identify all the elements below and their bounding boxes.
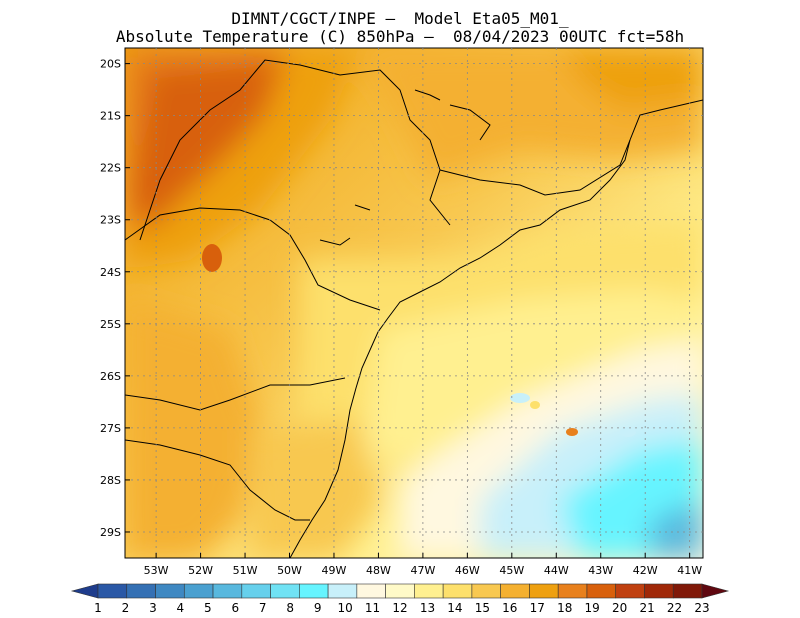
colorbar-label: 18 xyxy=(557,601,572,615)
colorbar-label: 1 xyxy=(94,601,102,615)
colorbar-swatch xyxy=(672,583,703,599)
lat-label: 28S xyxy=(100,474,121,487)
colorbar-label: 20 xyxy=(612,601,627,615)
colorbar-label: 16 xyxy=(502,601,517,615)
lon-label: 44W xyxy=(544,564,569,577)
lat-label: 22S xyxy=(100,162,121,175)
chart-title-line-2: Absolute Temperature (C) 850hPa – 08/04/… xyxy=(115,27,685,46)
latitude-labels: 20S 21S 22S 23S 24S 25S 26S 27S 28S 29S xyxy=(100,58,130,539)
colorbar-swatch xyxy=(442,583,473,599)
lon-label: 47W xyxy=(410,564,435,577)
colorbar-label: 19 xyxy=(585,601,600,615)
rivers-lakes xyxy=(319,89,491,246)
colorbar-arrow-high xyxy=(701,583,730,599)
colorbar-label: 12 xyxy=(392,601,407,615)
state-border-sp-pr xyxy=(125,207,381,311)
colorbar-swatch xyxy=(183,583,214,599)
colorbar-swatch xyxy=(241,583,271,599)
colorbar-swatch xyxy=(471,583,501,599)
colorbar-label: 3 xyxy=(149,601,157,615)
lon-label: 53W xyxy=(144,564,169,577)
colorbar-swatch xyxy=(586,583,617,599)
state-border-ms-sp xyxy=(139,179,161,241)
colorbar-arrow-low xyxy=(70,583,99,599)
lon-label: 42W xyxy=(633,564,658,577)
state-border-sc-rs xyxy=(125,439,310,521)
colorbar-swatch xyxy=(270,583,300,599)
colorbar-swatch xyxy=(327,583,358,599)
colorbar-label: 13 xyxy=(420,601,435,615)
lon-label: 51W xyxy=(233,564,258,577)
chart-title-line-1: DIMNT/CGCT/INPE – Model Eta05_M01_ xyxy=(231,9,569,28)
state-border-mg-rj-es xyxy=(439,139,631,196)
lon-label: 50W xyxy=(277,564,302,577)
colorbar-label: 10 xyxy=(337,601,352,615)
grid-lines xyxy=(125,48,703,558)
colorbar-swatch xyxy=(155,583,185,599)
colorbar-label: 22 xyxy=(667,601,682,615)
map-frame xyxy=(124,47,704,559)
colorbar-swatch xyxy=(299,583,329,599)
coastline xyxy=(289,99,703,558)
colorbar-label: 14 xyxy=(447,601,462,615)
lon-label: 45W xyxy=(499,564,524,577)
lat-label: 25S xyxy=(100,318,121,331)
longitude-labels: 53W 52W 51W 50W 49W 48W 47W 46W 45W 44W 43W 42W 41W xyxy=(144,553,702,577)
colorbar-swatch xyxy=(212,583,243,599)
lon-label: 49W xyxy=(322,564,347,577)
colorbar: 1 2 3 4 5 6 7 8 9 10 11 12 13 14 15 16 17 18 19 20 21 22 23 xyxy=(70,583,730,615)
colorbar-swatch xyxy=(644,583,674,599)
colorbar-swatch xyxy=(557,583,588,599)
colorbar-label: 7 xyxy=(259,601,267,615)
state-border-mg-sp xyxy=(159,59,451,226)
lat-label: 27S xyxy=(100,422,121,435)
lat-label: 23S xyxy=(100,214,121,227)
colorbar-label: 5 xyxy=(204,601,212,615)
colorbar-label: 23 xyxy=(694,601,709,615)
lon-label: 46W xyxy=(455,564,480,577)
colorbar-swatch xyxy=(126,583,156,599)
lon-label: 48W xyxy=(366,564,391,577)
lon-label: 41W xyxy=(677,564,702,577)
lat-label: 26S xyxy=(100,370,121,383)
colorbar-label: 17 xyxy=(530,601,545,615)
colorbar-label: 21 xyxy=(639,601,654,615)
colorbar-label: 4 xyxy=(177,601,185,615)
colorbar-swatch xyxy=(97,583,128,599)
colorbar-label: 11 xyxy=(365,601,380,615)
lat-label: 24S xyxy=(100,266,121,279)
colorbar-swatch xyxy=(356,583,386,599)
lon-label: 43W xyxy=(588,564,613,577)
colorbar-swatch xyxy=(500,583,530,599)
colorbar-label: 15 xyxy=(475,601,490,615)
lon-label: 52W xyxy=(188,564,213,577)
colorbar-swatch xyxy=(529,583,559,599)
temperature-field xyxy=(125,48,703,558)
colorbar-swatch xyxy=(385,583,415,599)
colorbar-swatch xyxy=(615,583,645,599)
lat-label: 29S xyxy=(100,526,121,539)
colorbar-label: 6 xyxy=(231,601,239,615)
colorbar-label: 2 xyxy=(122,601,130,615)
state-border-pr-sc xyxy=(125,377,346,411)
lat-label: 21S xyxy=(100,110,121,123)
coastline-and-borders xyxy=(125,59,703,558)
colorbar-label: 9 xyxy=(314,601,322,615)
colorbar-label: 8 xyxy=(286,601,294,615)
lat-label: 20S xyxy=(100,58,121,71)
colorbar-swatch xyxy=(414,583,444,599)
